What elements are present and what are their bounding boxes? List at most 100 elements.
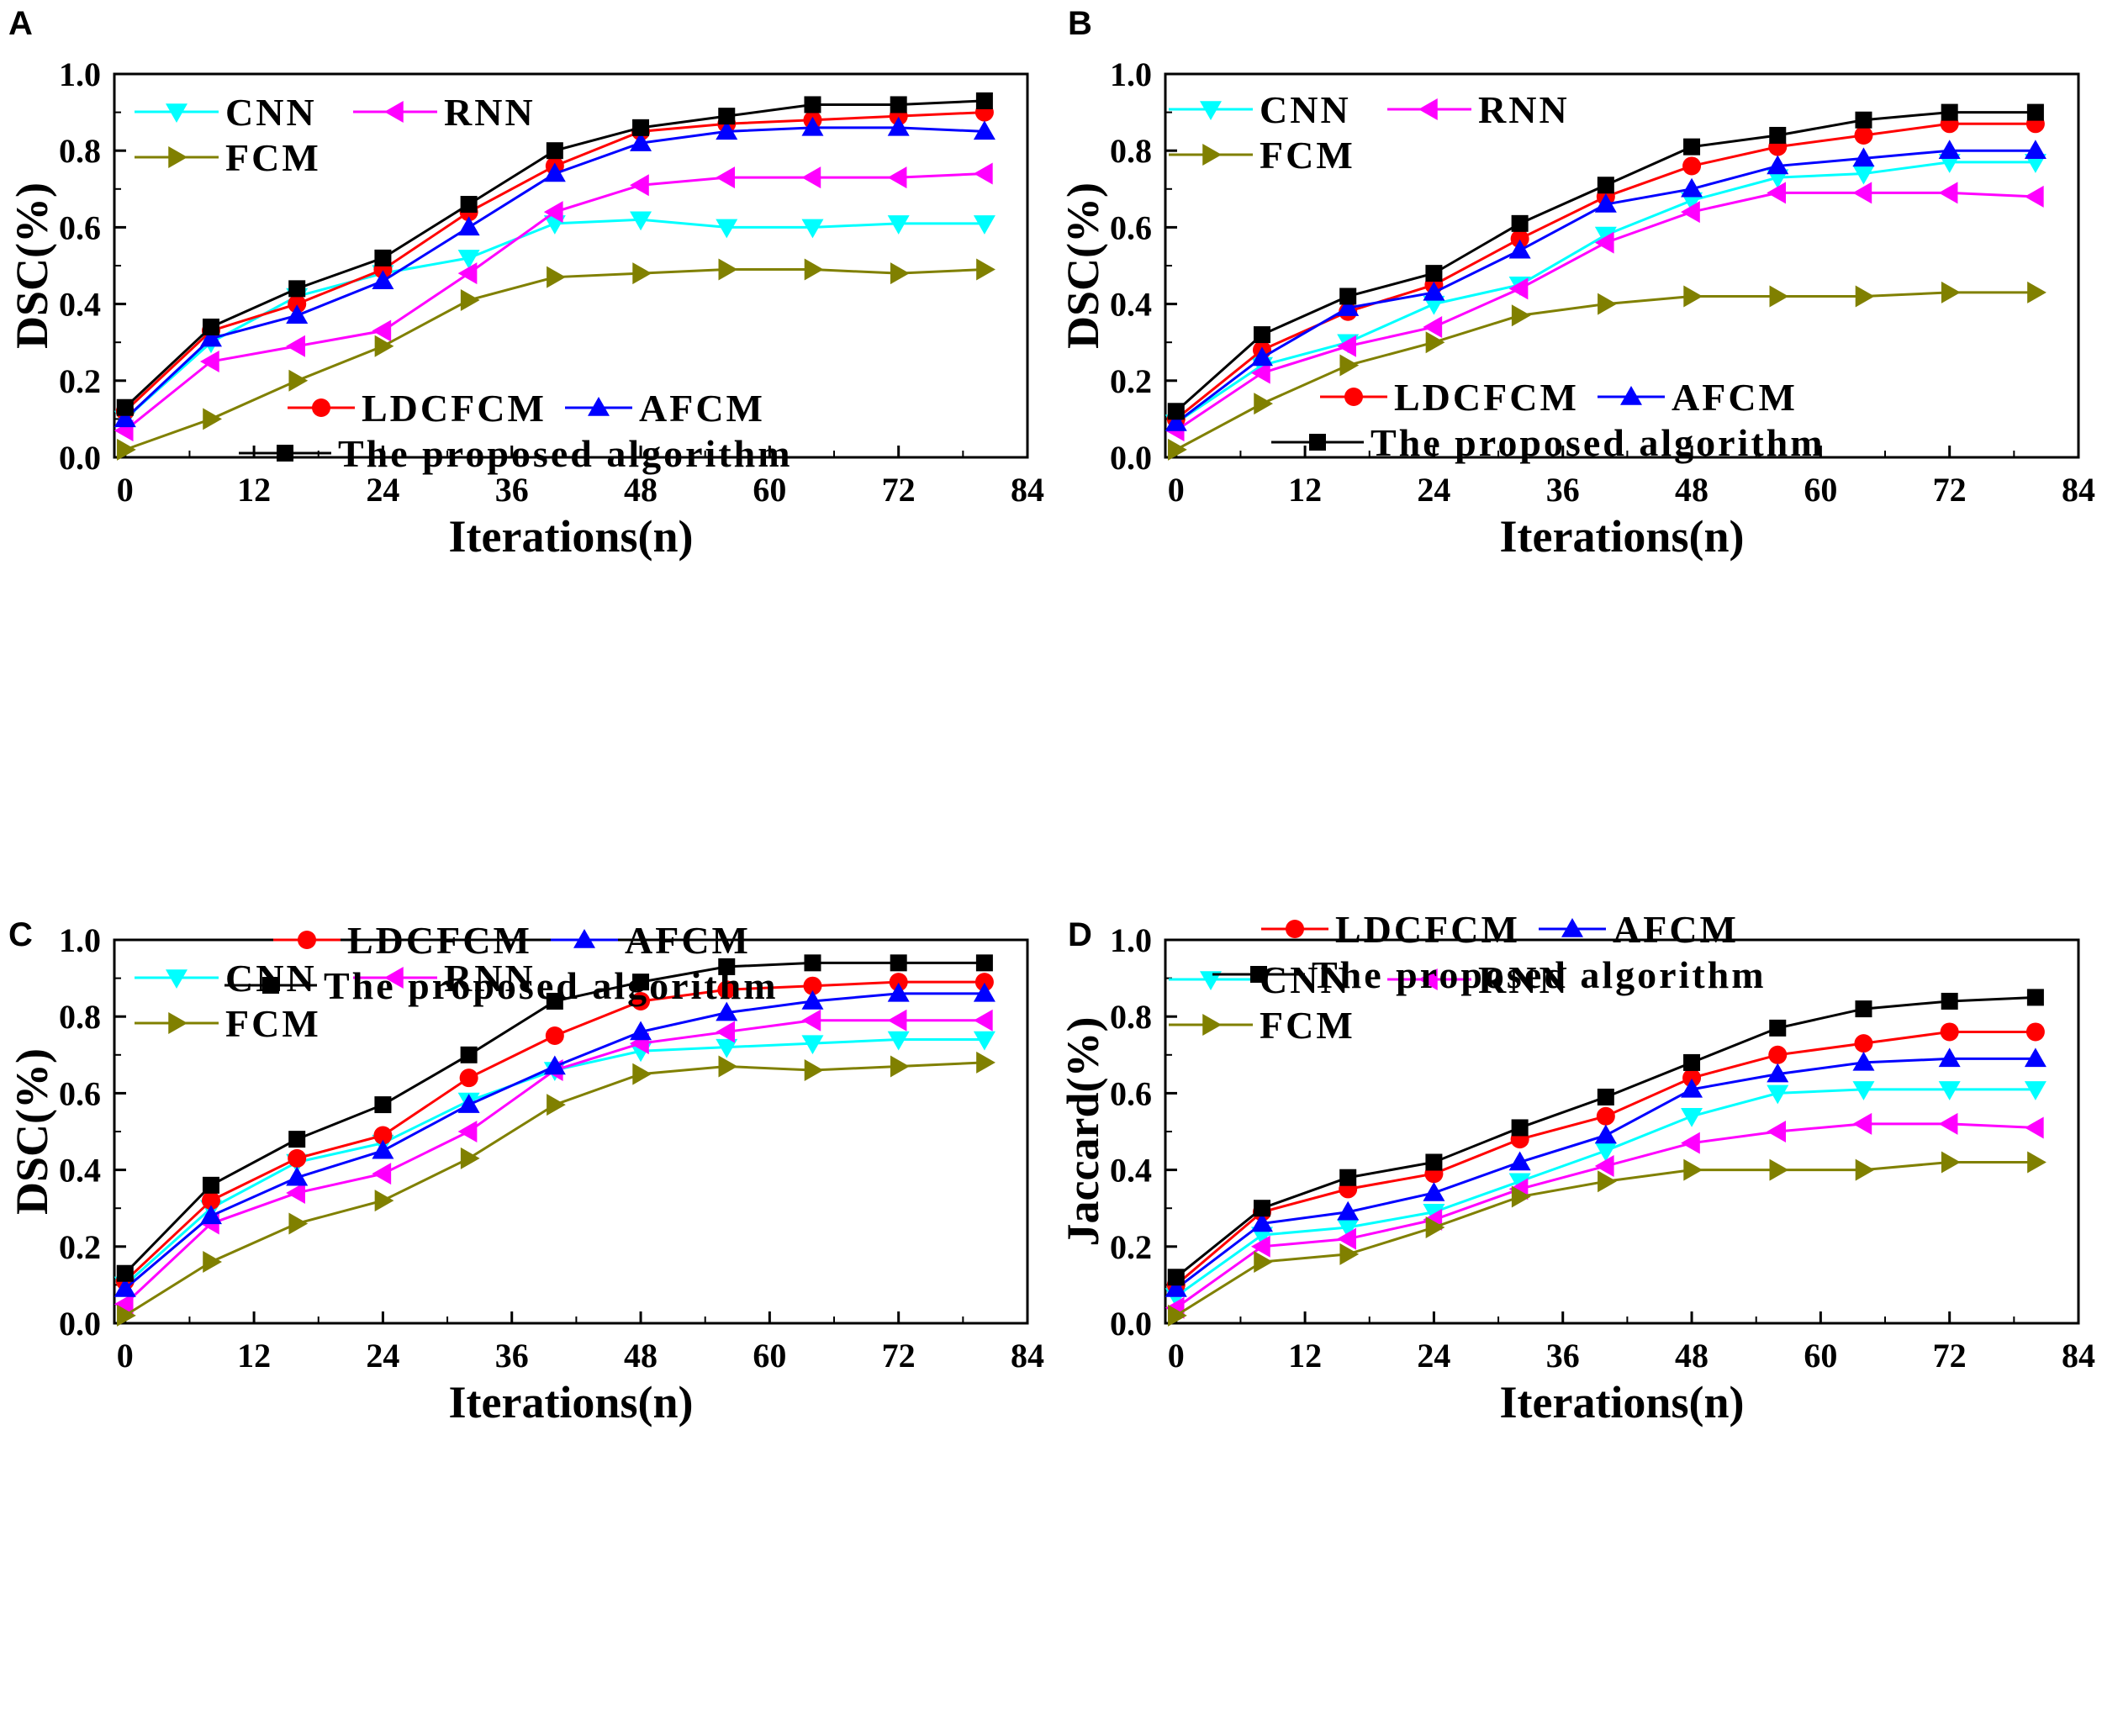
x-tick-label: 12 xyxy=(1288,1337,1322,1375)
data-point-fcm xyxy=(804,258,824,281)
data-point-proposed xyxy=(1683,1053,1701,1071)
data-point-fcm xyxy=(117,438,136,461)
data-point-proposed xyxy=(1597,177,1614,194)
legend-label: The proposed algorithm xyxy=(1312,953,1767,996)
data-point-cnn xyxy=(801,1035,824,1055)
data-point-afcm xyxy=(199,327,222,347)
data-point-proposed xyxy=(1769,1019,1787,1037)
data-point-rnn xyxy=(801,1009,821,1032)
data-point-ldcfcm xyxy=(2025,1022,2045,1042)
data-point-rnn xyxy=(457,1121,478,1142)
data-point-ldcfcm xyxy=(717,980,737,1000)
data-point-proposed xyxy=(460,1046,478,1063)
y-axis-label: Jaccard(%) xyxy=(1058,1017,1108,1247)
data-point-ldcfcm xyxy=(1854,1034,1873,1053)
data-point-rnn xyxy=(372,319,392,342)
data-point-fcm xyxy=(1855,1158,1875,1181)
data-point-proposed xyxy=(1425,265,1443,282)
data-point-proposed xyxy=(1855,1000,1872,1018)
y-tick-label: 1.0 xyxy=(1110,921,1152,959)
data-point-rnn xyxy=(457,262,478,285)
legend-label: AFCM xyxy=(639,387,765,430)
data-point-rnn xyxy=(114,1293,134,1316)
data-point-afcm xyxy=(1337,297,1360,316)
data-point-proposed xyxy=(804,954,821,972)
data-point-cnn xyxy=(716,1038,738,1058)
data-point-proposed xyxy=(1511,1119,1529,1137)
data-point-fcm xyxy=(203,408,222,430)
panel-label: C xyxy=(8,916,33,953)
data-point-fcm xyxy=(890,262,910,285)
legend-marker-fcm xyxy=(168,146,187,168)
legend-label: The proposed algorithm xyxy=(1371,421,1825,464)
legend-marker-fcm xyxy=(1202,144,1222,166)
data-point-fcm xyxy=(1941,1151,1961,1174)
data-point-ldcfcm xyxy=(545,1026,564,1045)
data-point-afcm xyxy=(543,1055,566,1075)
data-point-afcm xyxy=(630,1021,652,1041)
legend-marker-cnn xyxy=(166,969,187,989)
legend-label: LDCFCM xyxy=(362,387,547,430)
data-point-fcm xyxy=(288,369,309,392)
data-point-fcm xyxy=(1511,304,1531,327)
legend-label: CNN xyxy=(1260,958,1351,1001)
y-tick-label: 0.0 xyxy=(59,439,101,477)
data-point-afcm xyxy=(1594,1124,1617,1144)
data-point-afcm xyxy=(114,408,136,428)
data-point-afcm xyxy=(1681,177,1703,198)
data-point-rnn xyxy=(286,335,305,357)
data-point-afcm xyxy=(1250,1212,1273,1232)
chart-b: 0.0 0.2 0.4 0.6 0.8 1.0 0 12 24 36 48 60 72 84 Iterati… xyxy=(1058,55,2095,562)
data-point-cnn xyxy=(1681,1108,1703,1127)
x-tick-label: 48 xyxy=(624,471,658,509)
data-point-fcm xyxy=(1511,1185,1531,1208)
data-point-afcm xyxy=(801,989,824,1010)
y-tick-label: 0.0 xyxy=(59,1305,101,1343)
data-point-afcm xyxy=(1165,411,1187,431)
data-point-cnn xyxy=(1852,1081,1875,1100)
legend-marker-fcm xyxy=(168,1012,187,1034)
data-point-fcm xyxy=(203,1251,222,1274)
legend-label: AFCM xyxy=(1672,376,1798,419)
legend-marker-cnn xyxy=(1200,971,1222,990)
data-point-afcm xyxy=(286,1166,309,1186)
data-point-proposed xyxy=(1339,288,1357,305)
data-point-rnn xyxy=(1594,1155,1614,1178)
x-tick-label: 48 xyxy=(1675,1337,1709,1375)
legend-label: LDCFCM xyxy=(347,919,532,962)
panel-c: C 0.0 0.2 0.4 0.6 0.8 1.0 0 12 24 36 48 60 72 84 Itera… xyxy=(0,866,1051,1732)
data-point-cnn xyxy=(457,250,480,269)
data-point-cnn xyxy=(1337,1219,1360,1238)
x-tick-label: 60 xyxy=(1804,1337,1837,1375)
y-tick-label: 0.0 xyxy=(1110,1305,1152,1343)
y-tick-label: 0.2 xyxy=(59,1228,101,1266)
data-point-fcm xyxy=(1168,1304,1187,1327)
legend-label: RNN xyxy=(1478,88,1570,131)
data-point-afcm xyxy=(1508,1151,1531,1171)
data-point-afcm xyxy=(973,120,996,140)
legend-marker-cnn xyxy=(166,103,187,123)
panel-d: D 0.0 0.2 0.4 0.6 0.8 1.0 0 12 24 36 48 60 72 84 Itera… xyxy=(1051,866,2102,1732)
data-point-rnn xyxy=(1594,231,1614,254)
legend-label: FCM xyxy=(225,136,321,179)
legend-marker-rnn xyxy=(1418,968,1438,990)
y-tick-label: 0.8 xyxy=(1110,998,1152,1036)
y-tick-label: 1.0 xyxy=(59,55,101,93)
x-tick-label: 0 xyxy=(1168,471,1185,509)
data-point-fcm xyxy=(1598,1170,1617,1193)
data-point-fcm xyxy=(1254,1251,1273,1274)
data-point-fcm xyxy=(460,289,480,312)
data-point-fcm xyxy=(1425,331,1445,354)
data-point-afcm xyxy=(716,1001,738,1021)
data-point-rnn xyxy=(286,1181,305,1204)
data-point-afcm xyxy=(457,216,480,236)
data-point-afcm xyxy=(286,304,309,325)
data-point-proposed xyxy=(1167,403,1185,420)
legend-marker-afcm xyxy=(1561,918,1583,937)
data-point-fcm xyxy=(1339,1243,1360,1265)
data-point-rnn xyxy=(1767,182,1787,204)
data-point-proposed xyxy=(718,958,736,975)
data-point-proposed xyxy=(546,992,563,1010)
data-point-proposed xyxy=(288,280,306,298)
legend-label: FCM xyxy=(1260,1004,1355,1047)
